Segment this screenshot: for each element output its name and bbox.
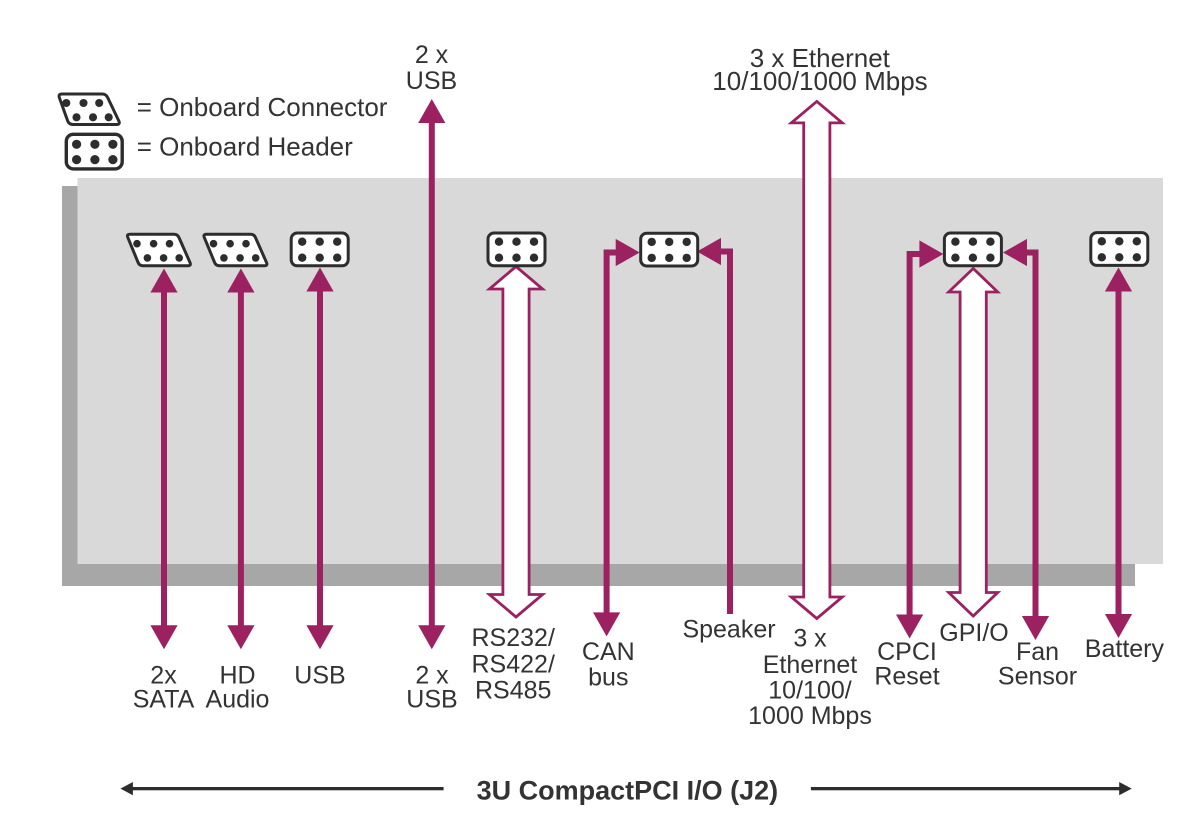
svg-text:Fan: Fan	[1016, 638, 1059, 666]
svg-text:10/100/1000 Mbps: 10/100/1000 Mbps	[712, 66, 927, 96]
svg-text:USB: USB	[294, 662, 345, 690]
svg-text:Sensor: Sensor	[998, 662, 1077, 690]
svg-text:2 x: 2 x	[415, 41, 449, 69]
svg-text:3 x: 3 x	[793, 625, 827, 653]
svg-text:2x: 2x	[150, 662, 177, 690]
svg-text:USB: USB	[406, 67, 457, 95]
svg-text:Audio: Audio	[206, 686, 270, 714]
svg-text:bus: bus	[588, 664, 628, 692]
svg-text:2 x: 2 x	[415, 662, 449, 690]
svg-text:1000 Mbps: 1000 Mbps	[748, 702, 872, 730]
svg-text:USB: USB	[406, 686, 457, 714]
svg-text:Reset: Reset	[874, 662, 939, 690]
svg-text:RS485: RS485	[475, 676, 551, 704]
svg-text:RS422/: RS422/	[472, 650, 555, 678]
svg-text:3 x Ethernet: 3 x Ethernet	[750, 43, 891, 73]
svg-text:HD: HD	[219, 662, 255, 690]
svg-text:Ethernet: Ethernet	[763, 651, 858, 679]
svg-text:CAN: CAN	[582, 638, 635, 666]
svg-text:Speaker: Speaker	[682, 616, 775, 644]
svg-text:SATA: SATA	[133, 686, 195, 714]
svg-text:CPCI: CPCI	[877, 638, 937, 666]
svg-text:Battery: Battery	[1085, 635, 1165, 663]
svg-text:RS232/: RS232/	[472, 624, 555, 652]
svg-text:= Onboard Header: = Onboard Header	[137, 131, 353, 161]
svg-text:GPI/O: GPI/O	[939, 619, 1008, 647]
svg-text:= Onboard Connector: = Onboard Connector	[137, 92, 388, 122]
svg-text:3U CompactPCI I/O (J2): 3U CompactPCI I/O (J2)	[477, 775, 779, 805]
svg-text:10/100/: 10/100/	[768, 677, 851, 705]
